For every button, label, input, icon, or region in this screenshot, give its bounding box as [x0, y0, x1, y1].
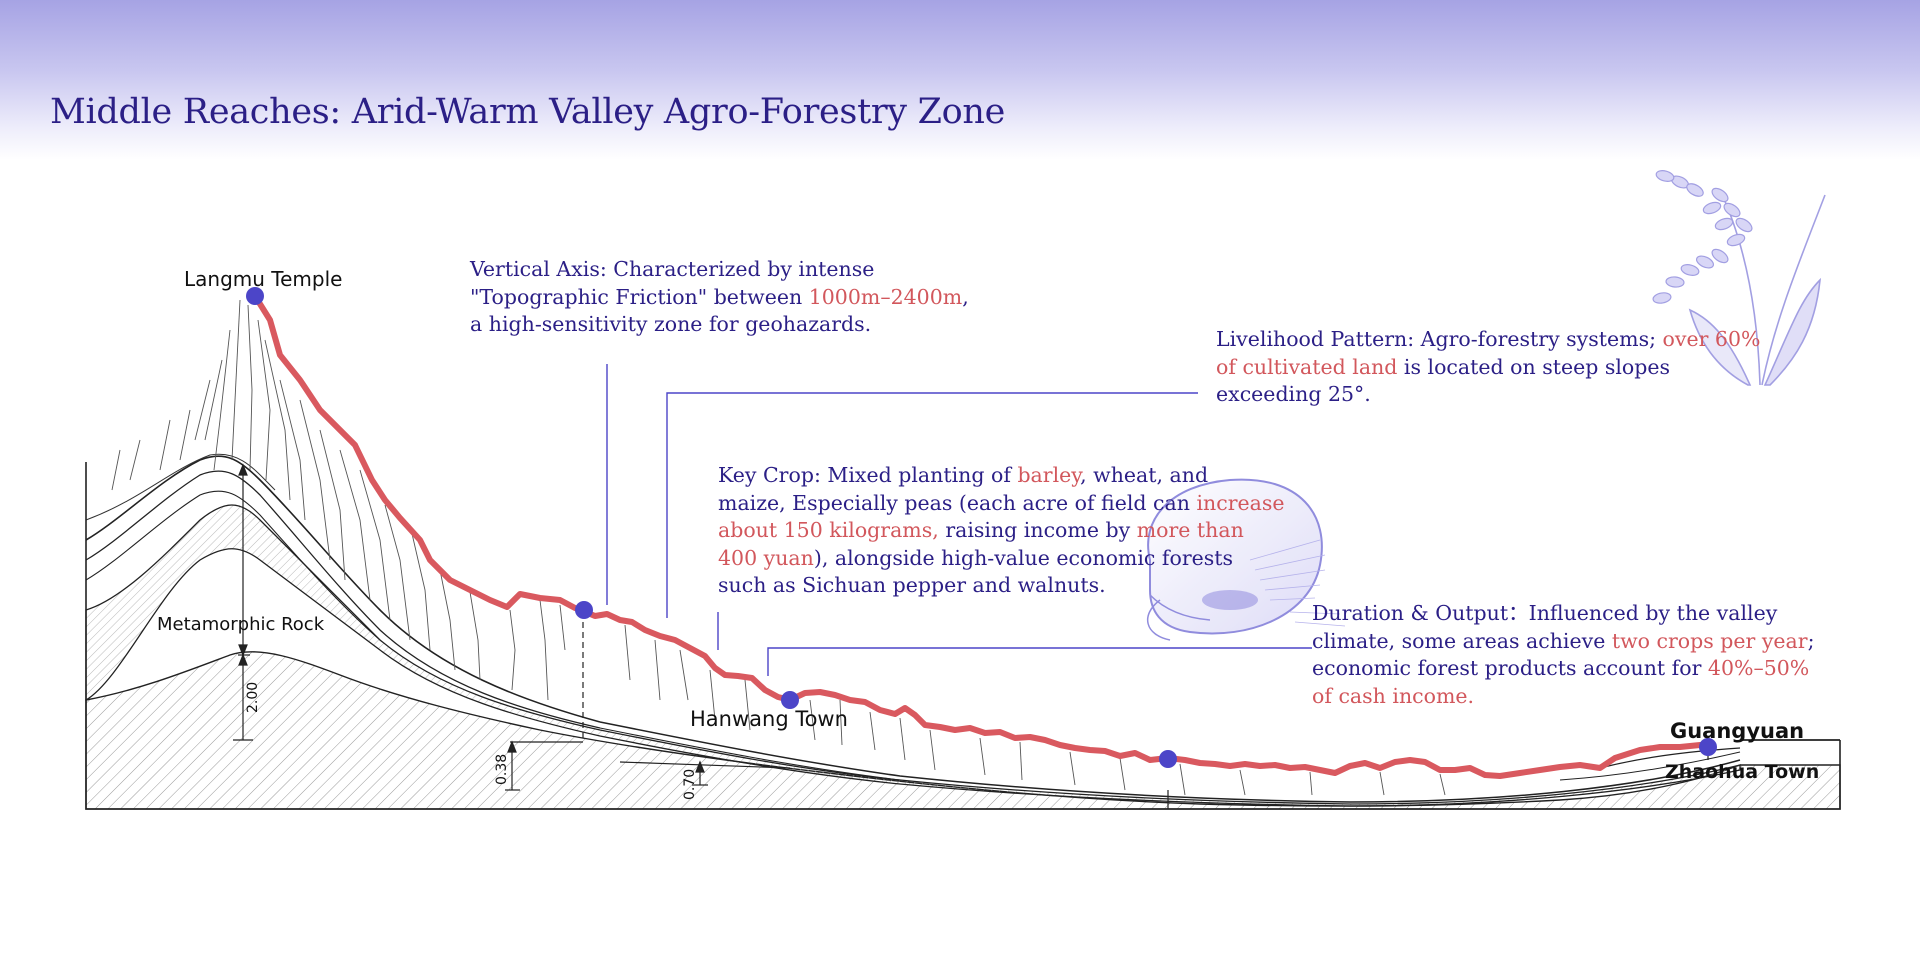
- page-title: Middle Reaches: Arid-Warm Valley Agro-Fo…: [50, 92, 1006, 132]
- note-key-crop: Key Crop: Mixed planting of barley, whea…: [718, 463, 1285, 597]
- label-zhaohua-town: Zhaohua Town: [1665, 761, 1819, 783]
- marker-upper-zone: [575, 601, 593, 619]
- terrain-body: [86, 295, 1840, 809]
- dimension-label-038: 0.38: [494, 754, 510, 785]
- note-vertical-axis: Vertical Axis: Characterized by intense …: [470, 257, 969, 336]
- callout-lines: [606, 364, 1312, 676]
- wheat-illustration: [1652, 170, 1826, 386]
- pea-illustration: [1146, 478, 1346, 641]
- header-band: [0, 0, 1920, 160]
- label-guangyuan: Guangyuan: [1670, 719, 1804, 743]
- rock-layer-metamorphic: [85, 504, 1741, 807]
- marker-langmu-temple: [246, 287, 264, 305]
- dimension-label-2: 2.00: [245, 682, 261, 713]
- note-duration-output: Duration & Output：Influenced by the vall…: [1312, 601, 1815, 708]
- ridge-line: [252, 293, 1715, 779]
- label-hanwang-town: Hanwang Town: [690, 707, 848, 731]
- marker-guangyuan: [1699, 738, 1717, 756]
- label-langmu-temple: Langmu Temple: [184, 267, 342, 291]
- label-metamorphic-rock: Metamorphic Rock: [157, 614, 325, 635]
- marker-valley: [1159, 750, 1177, 768]
- cliff-hatching: [111, 299, 1446, 796]
- note-livelihood-pattern: Livelihood Pattern: Agro-forestry system…: [1216, 327, 1761, 406]
- location-markers: [246, 287, 1717, 768]
- dimension-markers: [233, 463, 1709, 809]
- dimension-label-070: 0.70: [682, 769, 698, 800]
- marker-hanwang-town: [781, 691, 799, 709]
